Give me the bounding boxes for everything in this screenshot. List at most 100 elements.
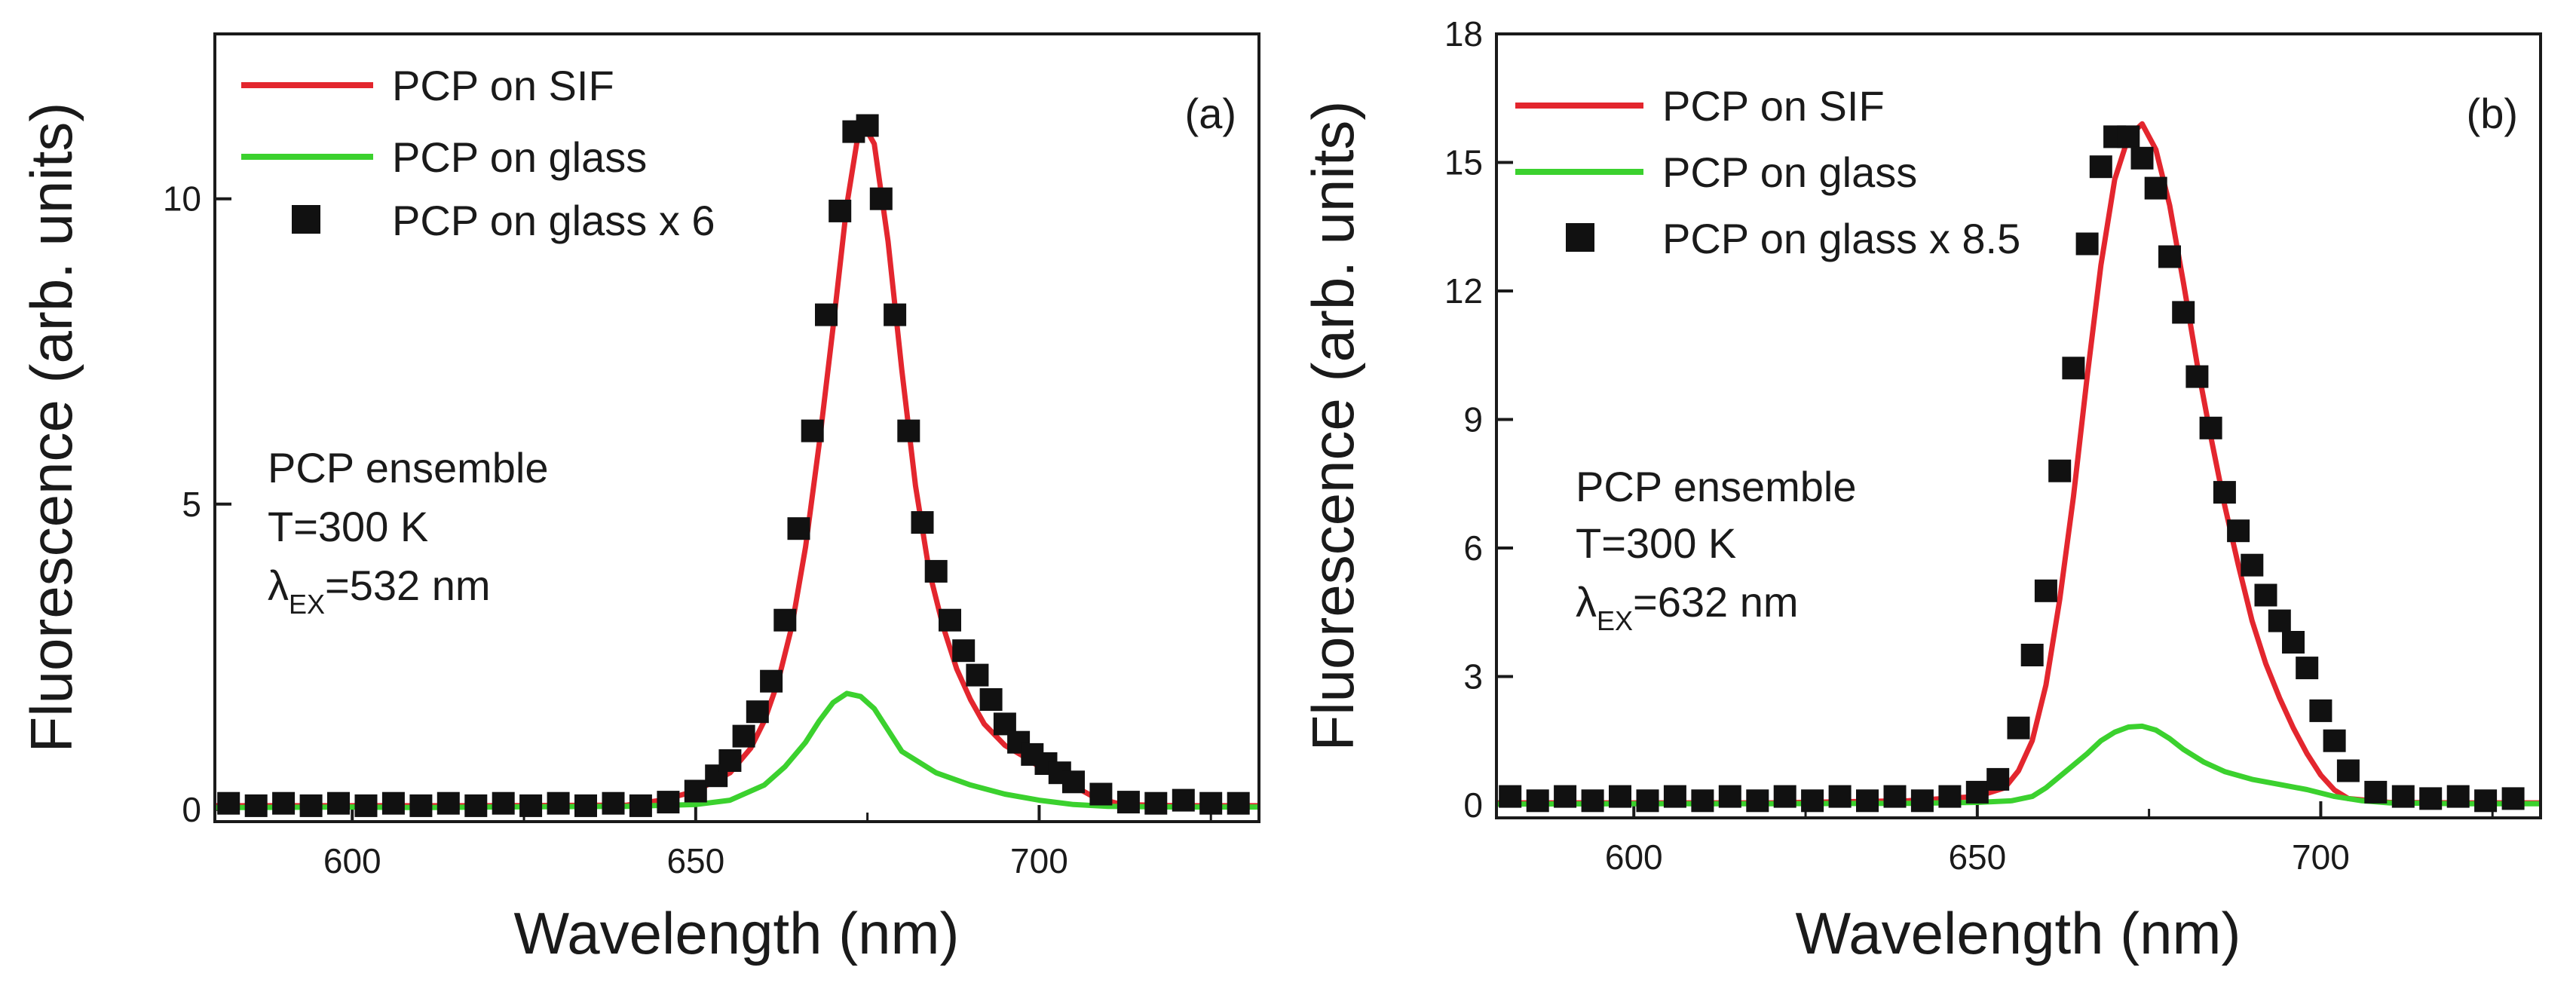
panel-b-plot-frame: [1495, 32, 2542, 819]
panel-a-annotation-excitation: λEX=532 nm: [268, 562, 491, 620]
panel-b-scatter-point: [2336, 759, 2360, 782]
panel-b-y-tick-label: 0: [1463, 785, 1483, 825]
panel-b-scatter-point: [2254, 583, 2277, 607]
panel-a-scatter-point: [1172, 788, 1195, 812]
panel-a-scatter-point: [327, 791, 350, 815]
panel-b-legend-swatch-scaled: [1566, 223, 1594, 252]
panel-a-legend-label-sif: PCP on SIF: [392, 62, 614, 109]
panel-b-scatter-points: [1499, 125, 2525, 813]
panel-a-scatter-point: [773, 608, 797, 632]
panel-a-scatter-point: [718, 749, 742, 772]
panel-a-scatter-point: [629, 794, 652, 817]
panel-a: 600 650 700 0 5 10 Wavelength (nm) Fluorescen…: [18, 32, 1260, 966]
panel-a-scatter-point: [897, 419, 920, 442]
panel-b-scatter-point: [1856, 789, 1879, 813]
panel-b-scatter-point: [2282, 631, 2305, 654]
panel-a-scatter-point: [732, 724, 755, 748]
panel-a-x-tick-label: 700: [1010, 841, 1068, 880]
panel-a-scatter-point: [1089, 782, 1113, 806]
panel-b-scatter-point: [2268, 609, 2291, 632]
panel-b-x-tick-label: 700: [2292, 837, 2350, 877]
panel-b-scatter-point: [1609, 785, 1631, 808]
panel-a-plot-frame: [213, 32, 1260, 823]
panel-a-scatter-point: [684, 779, 707, 803]
panel-b-scatter-point: [2172, 301, 2195, 324]
panel-b-scatter-point: [2241, 553, 2264, 577]
panel-a-scatter-point: [869, 187, 893, 210]
panel-a-scatter-point: [244, 794, 268, 817]
panel-b-scatter-point: [1691, 789, 1714, 813]
panel-b-y-tick-label: 9: [1463, 400, 1483, 439]
panel-a-x-tick-label: 600: [323, 841, 381, 880]
panel-b-scatter-point: [2048, 459, 2072, 482]
panel-b-ticks: 600 650 700 0 3 6 9 12 15 18: [1444, 14, 2494, 877]
panel-b-x-tick-label: 650: [1948, 837, 2006, 877]
panel-b-scatter-point: [1965, 780, 1989, 804]
panel-a-legend-label-glass: PCP on glass: [392, 133, 647, 181]
panel-b-scatter-point: [1718, 785, 1741, 808]
panel-b-scatter-point: [1883, 785, 1907, 808]
panel-b-scatter-point: [1746, 789, 1769, 813]
panel-b-scatter-point: [1636, 789, 1659, 813]
panel-b-scatter-point: [1801, 789, 1824, 813]
panel-b-scatter-point: [1773, 785, 1796, 808]
panel-a-scatter-point: [1227, 791, 1250, 815]
panel-b-scatter-point: [2391, 785, 2415, 808]
panel-a-y-tick-label: 0: [182, 790, 201, 829]
panel-a-scatter-point: [884, 303, 907, 326]
panel-a-scatter-point: [1199, 791, 1223, 815]
panel-b-scatter-point: [2199, 416, 2222, 439]
panel-b-x-axis-title: Wavelength (nm): [1796, 900, 2241, 966]
panel-b-scatter-point: [2474, 789, 2498, 813]
panel-a-annotation-ensemble: PCP ensemble: [268, 444, 549, 491]
panel-b-scatter-point: [2296, 657, 2319, 680]
panel-a-label: (a): [1185, 90, 1236, 137]
panel-b-scatter-point: [2034, 579, 2057, 602]
panel-b-scatter-point: [2501, 787, 2525, 810]
panel-b-x-tick-label: 600: [1605, 837, 1663, 877]
panel-b-annotation-ensemble: PCP ensemble: [1576, 463, 1857, 510]
panel-b-scatter-point: [2323, 729, 2346, 752]
panel-b-scatter-point: [2446, 785, 2470, 808]
panel-b-annotation-temperature: T=300 K: [1576, 519, 1736, 567]
panel-a-scatter-point: [746, 700, 769, 724]
panel-a-legend-swatch-scaled: [292, 205, 320, 234]
panel-a-scatter-point: [979, 688, 1003, 711]
panel-a-scatter-point: [574, 794, 597, 817]
panel-b-scatter-point: [2309, 699, 2332, 722]
panel-b-scatter-point: [2089, 155, 2112, 179]
panel-a-scatter-point: [299, 794, 323, 817]
panel-b-label: (b): [2467, 90, 2518, 137]
panel-b-y-tick-label: 15: [1444, 142, 1483, 182]
panel-a-x-axis-title: Wavelength (nm): [514, 900, 960, 966]
panel-a-scatter-point: [1062, 770, 1085, 794]
panel-b-scatter-point: [2007, 716, 2030, 739]
panel-b-scatter-point: [1663, 785, 1686, 808]
panel-b-legend: PCP on SIF PCP on glass PCP on glass x 8…: [1515, 82, 2020, 262]
panel-a-x-tick-label: 650: [666, 841, 724, 880]
panel-b-scatter-point: [1499, 785, 1522, 808]
panel-a-scatter-point: [829, 199, 852, 222]
panel-a-scatter-point: [492, 791, 515, 815]
panel-b-scatter-point: [1910, 789, 1934, 813]
panel-a-scatter-point: [787, 517, 810, 540]
panel-b-scatter-point: [2117, 125, 2140, 148]
panel-a-scatter-point: [760, 669, 783, 693]
panel-b-scatter-point: [1554, 785, 1577, 808]
panel-b: 600 650 700 0 3 6 9 12 15 18 Wavelength (nm) Fluo…: [1300, 14, 2542, 966]
panel-a-scatter-point: [217, 791, 240, 815]
panel-a-scatter-point: [657, 791, 680, 814]
panel-a-y-tick-label: 10: [163, 179, 201, 219]
panel-a-annotation: PCP ensemble T=300 K λEX=532 nm: [268, 444, 549, 620]
panel-a-legend-label-scaled: PCP on glass x 6: [392, 197, 715, 244]
panel-b-scatter-point: [2227, 519, 2250, 543]
panel-a-ticks: 600 650 700 0 5 10: [163, 179, 1212, 880]
panel-b-y-tick-label: 3: [1463, 657, 1483, 696]
panel-a-scatter-point: [547, 791, 570, 815]
panel-b-scatter-point: [1526, 789, 1549, 813]
panel-a-scatter-point: [801, 419, 824, 442]
panel-a-scatter-point: [354, 794, 378, 817]
panel-a-y-axis-title: Fluorescence (arb. units): [18, 103, 84, 753]
panel-a-scatter-point: [409, 794, 433, 817]
